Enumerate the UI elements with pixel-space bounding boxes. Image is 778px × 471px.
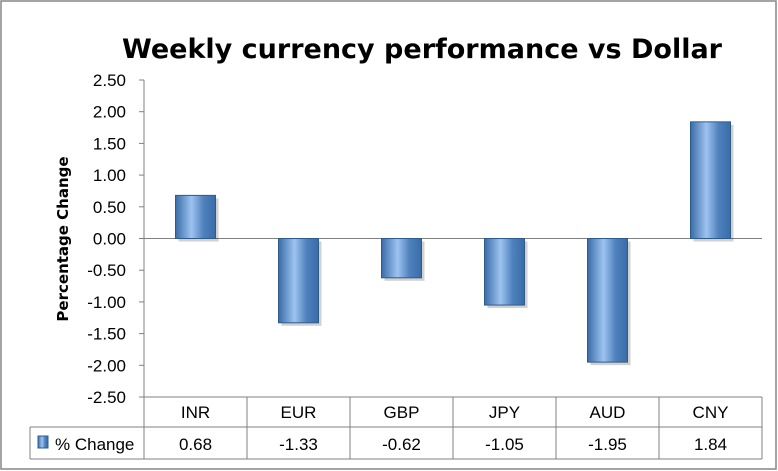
bar-inr: [175, 194, 216, 239]
bar-cny: [690, 121, 731, 239]
y-tick-label: 2.00: [93, 103, 126, 122]
bar-eur: [278, 238, 319, 324]
value-label: 0.68: [179, 435, 212, 454]
legend-series-name: % Change: [55, 435, 134, 454]
value-label: -1.05: [485, 435, 524, 454]
bar-aud: [587, 238, 628, 363]
y-tick-label: -1.50: [87, 325, 126, 344]
y-tick-label: 1.50: [93, 134, 126, 153]
category-label: EUR: [281, 403, 317, 422]
y-tick-label: -1.00: [87, 293, 126, 312]
y-tick-label: 0.00: [93, 230, 126, 249]
category-label: GBP: [384, 403, 420, 422]
y-axis-label: Percentage Change: [54, 156, 72, 321]
chart-title: Weekly currency performance vs Dollar: [122, 34, 723, 65]
category-label: INR: [181, 403, 210, 422]
y-tick-label: -2.00: [87, 356, 126, 375]
data-table: INR 0.68 EUR -1.33 GBP -0.62 JPY -1.05 AUD -1.95 C…: [29, 396, 763, 460]
bar-series: [175, 121, 734, 366]
bar-gbp: [381, 238, 422, 279]
value-label: 1.84: [694, 435, 727, 454]
y-tick-label: -0.50: [87, 261, 126, 280]
value-label: -0.62: [382, 435, 421, 454]
y-tick-label: -2.50: [87, 388, 126, 407]
y-tick-label: 2.50: [93, 71, 126, 90]
bar-jpy: [484, 238, 525, 306]
y-tick-label: 1.00: [93, 166, 126, 185]
category-label: AUD: [590, 403, 626, 422]
legend-key: [37, 435, 49, 449]
value-label: -1.33: [279, 435, 318, 454]
value-label: -1.95: [588, 435, 627, 454]
y-tick-label: 0.50: [93, 198, 126, 217]
category-label: JPY: [489, 403, 520, 422]
category-label: CNY: [693, 403, 729, 422]
y-axis: 2.50 2.00 1.50 1.00 0.50 0.00 -0.50 -1.00 -1.50 -…: [87, 71, 762, 407]
